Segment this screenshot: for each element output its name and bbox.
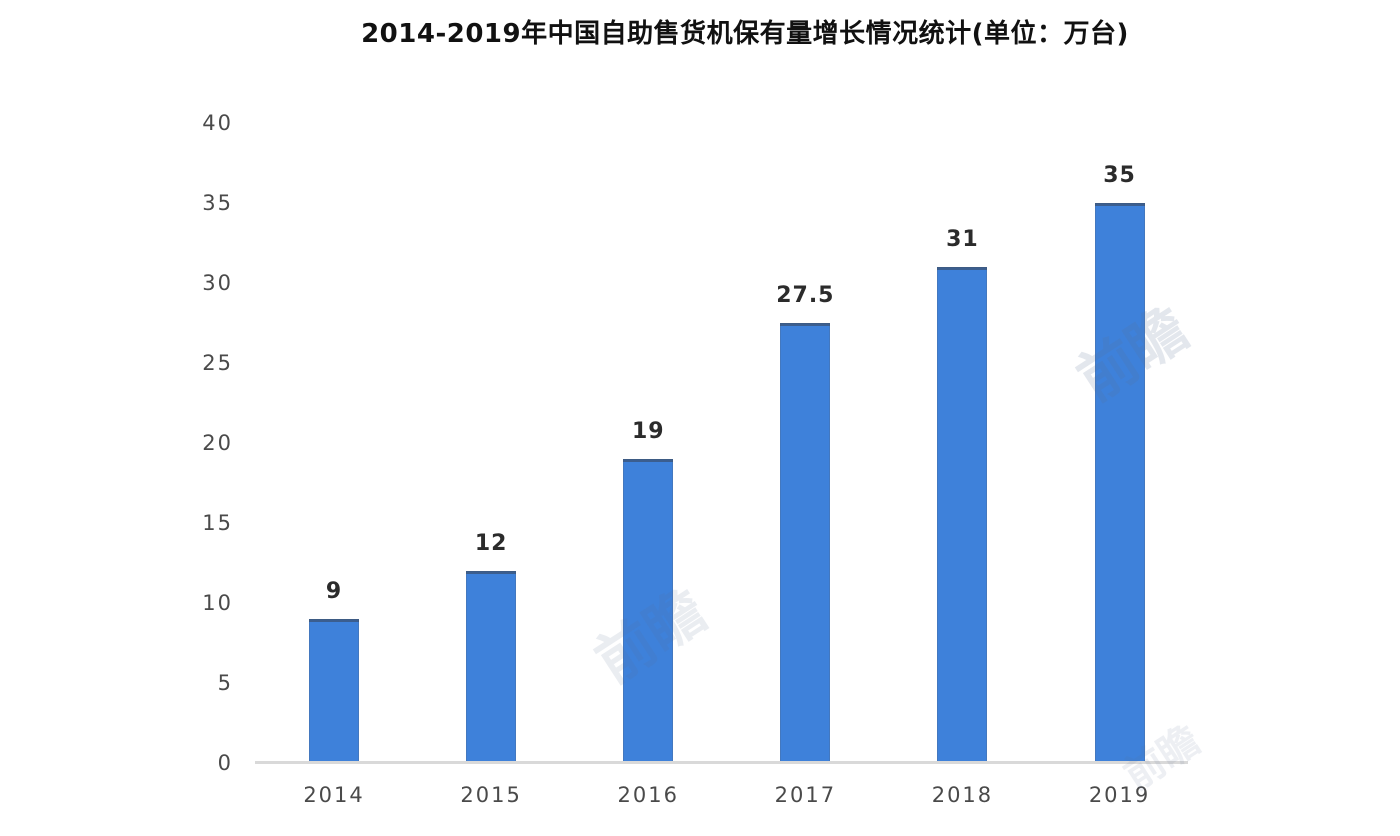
y-tick-label-30: 30 [202,271,233,295]
bar-value-label-2014: 9 [325,579,343,604]
x-axis-line [255,761,1188,764]
y-tick-label-25: 25 [202,351,233,375]
x-tick-label-2019: 2019 [1088,783,1151,807]
bar-value-label-2017: 27.5 [776,283,835,308]
y-tick-label-15: 15 [202,511,233,535]
bar-2014 [309,619,360,763]
y-tick-label-35: 35 [202,191,233,215]
y-tick-label-20: 20 [202,431,233,455]
bar-2015 [466,571,517,763]
y-tick-label-5: 5 [217,671,233,695]
bar-value-label-2016: 19 [631,419,665,444]
x-tick-label-2015: 2015 [460,783,522,807]
bar-2018 [937,267,988,763]
x-tick-label-2018: 2018 [931,783,994,807]
y-tick-label-40: 40 [202,111,233,135]
y-tick-label-0: 0 [217,751,233,775]
bar-2017 [780,323,831,763]
bar-value-label-2018: 31 [946,227,979,252]
y-tick-label-10: 10 [202,591,233,615]
bar-value-label-2019: 35 [1103,163,1136,188]
x-tick-label-2016: 2016 [617,783,679,807]
x-tick-label-2014: 2014 [303,783,365,807]
chart-title: 2014-2019年中国自助售货机保有量增长情况统计(单位：万台) [361,19,1129,49]
bar-2019 [1094,203,1145,763]
x-tick-label-2017: 2017 [774,783,837,807]
bar-2016 [623,459,674,763]
bar-value-label-2015: 12 [474,531,508,556]
